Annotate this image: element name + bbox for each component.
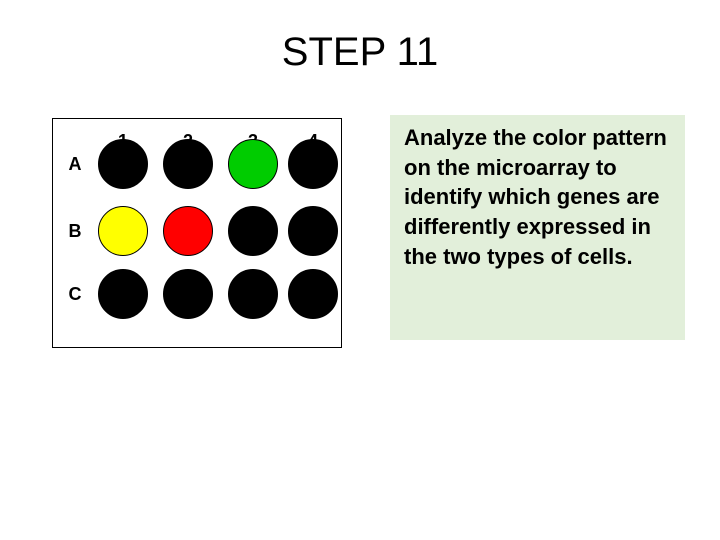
slide-title: STEP 11 [0, 30, 720, 75]
spot-B3 [228, 206, 278, 256]
spot-C1 [98, 269, 148, 319]
spot-C4 [288, 269, 338, 319]
microarray-frame: 1234ABC [52, 118, 342, 348]
spot-A2 [163, 139, 213, 189]
spot-C2 [163, 269, 213, 319]
row-label-A: A [65, 154, 85, 175]
spot-B4 [288, 206, 338, 256]
description-text: Analyze the color pattern on the microar… [404, 123, 679, 271]
spot-B2 [163, 206, 213, 256]
description-box: Analyze the color pattern on the microar… [390, 115, 685, 340]
row-label-C: C [65, 284, 85, 305]
row-label-B: B [65, 221, 85, 242]
spot-A4 [288, 139, 338, 189]
spot-C3 [228, 269, 278, 319]
spot-A3 [228, 139, 278, 189]
spot-B1 [98, 206, 148, 256]
spot-A1 [98, 139, 148, 189]
